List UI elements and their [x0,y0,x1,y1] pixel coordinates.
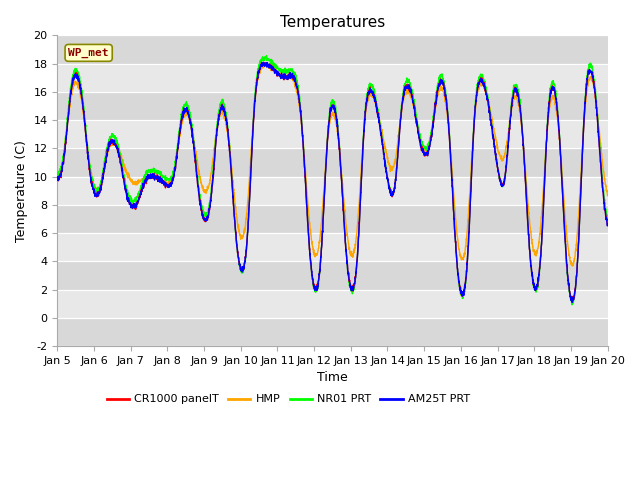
Legend: CR1000 panelT, HMP, NR01 PRT, AM25T PRT: CR1000 panelT, HMP, NR01 PRT, AM25T PRT [102,390,475,409]
Y-axis label: Temperature (C): Temperature (C) [15,140,28,241]
Bar [58,92,607,120]
Bar [58,205,607,233]
Title: Temperatures: Temperatures [280,15,385,30]
Bar [58,261,607,289]
Bar [58,120,607,148]
Bar [58,177,607,205]
Bar [58,289,607,318]
Text: WP_met: WP_met [68,48,109,58]
X-axis label: Time: Time [317,372,348,384]
Bar [58,36,607,63]
Bar [58,63,607,92]
Bar [58,148,607,177]
Bar [58,233,607,261]
Bar [58,318,607,346]
